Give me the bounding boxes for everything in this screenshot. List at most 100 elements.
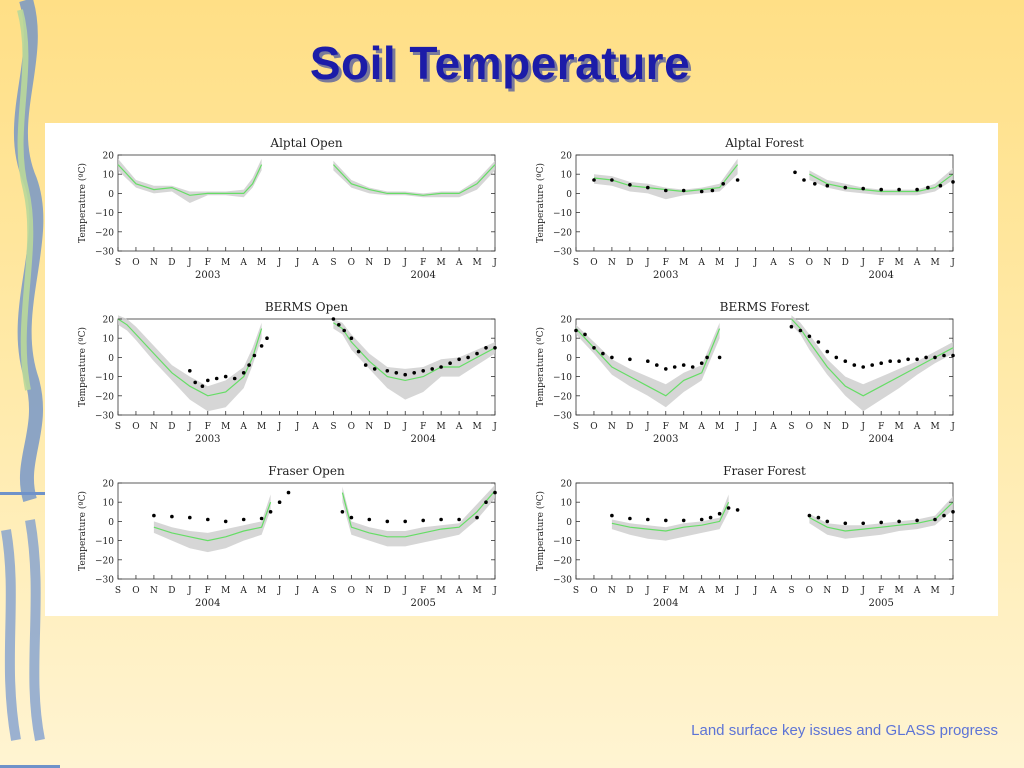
- x-tick-label: S: [330, 422, 336, 432]
- observed-point: [843, 185, 848, 190]
- x-tick-label: D: [384, 258, 391, 268]
- x-tick-label: M: [930, 422, 939, 432]
- x-tick-label: J: [753, 422, 758, 432]
- x-tick-label: O: [590, 258, 597, 268]
- observed-point: [793, 170, 797, 175]
- x-tick-label: M: [437, 422, 446, 432]
- x-tick-label: S: [115, 422, 121, 432]
- observed-point: [717, 511, 722, 516]
- observed-point: [610, 513, 614, 518]
- observed-point: [574, 328, 578, 333]
- slide-title: Soil Temperature: [309, 37, 691, 89]
- x-year-label: 2004: [868, 270, 893, 281]
- observed-point: [188, 515, 192, 520]
- x-tick-label: M: [437, 258, 446, 268]
- chart-alptal-open: Alptal Open 20 10 0 −10 −20 −30 Temperature (ºC…: [75, 131, 510, 291]
- x-tick-label: O: [806, 586, 813, 596]
- y-axis-label: Temperature (ºC): [77, 327, 88, 407]
- x-tick-label: O: [590, 422, 597, 432]
- spread-band: [342, 484, 495, 547]
- plot-frame: [117, 318, 496, 416]
- observed-point: [200, 384, 205, 388]
- chart-title: Fraser Open: [268, 464, 345, 478]
- y-tick-label: −30: [95, 412, 114, 422]
- x-tick-label: D: [842, 422, 849, 432]
- y-tick-label: −30: [553, 576, 572, 586]
- x-tick-label: D: [626, 422, 633, 432]
- x-tick-label: D: [626, 258, 633, 268]
- x-tick-label: A: [311, 586, 319, 596]
- y-tick-label: −20: [95, 228, 114, 238]
- observed-point: [717, 355, 722, 360]
- observed-point: [699, 361, 704, 365]
- spread-band: [333, 160, 495, 198]
- observed-point: [825, 519, 830, 524]
- chart-berms-open: BERMS Open 20 10 0 −10 −20 −30 Temperature (ºC)…: [75, 295, 510, 455]
- observed-point: [924, 355, 928, 360]
- model-line: [117, 164, 263, 196]
- x-year-label: 2003: [195, 434, 220, 445]
- observed-point: [394, 371, 399, 375]
- observed-point: [223, 374, 228, 379]
- observed-point: [466, 355, 470, 360]
- y-tick-label: −20: [95, 556, 114, 566]
- y-tick-label: −10: [553, 537, 572, 547]
- observed-point: [942, 353, 946, 358]
- observed-point: [816, 340, 821, 344]
- chart-fraser-open: Fraser Open 20 10 0 −10 −20 −30 Temperature (ºC…: [75, 459, 510, 619]
- observed-point: [926, 185, 930, 190]
- x-year-label: 2003: [653, 434, 678, 445]
- observed-point: [906, 357, 910, 362]
- x-tick-label: A: [913, 258, 921, 268]
- observed-point: [214, 376, 219, 381]
- chart-title: Fraser Forest: [723, 464, 806, 478]
- x-tick-label: M: [472, 422, 481, 432]
- x-tick-label: A: [239, 422, 247, 432]
- observed-point: [705, 355, 709, 360]
- observed-point: [861, 521, 865, 526]
- model-line: [575, 328, 721, 397]
- x-tick-label: J: [402, 422, 407, 432]
- observed-point: [834, 355, 839, 360]
- x-year-label: 2004: [410, 270, 435, 281]
- x-tick-label: S: [788, 422, 794, 432]
- observed-point: [342, 328, 347, 333]
- observed-point: [430, 367, 435, 371]
- x-tick-label: O: [348, 258, 355, 268]
- x-year-label: 2004: [195, 598, 220, 609]
- observed-point: [206, 517, 210, 522]
- x-tick-label: J: [187, 422, 192, 432]
- x-tick-label: J: [753, 586, 758, 596]
- observed-point: [721, 182, 725, 186]
- x-tick-label: A: [311, 258, 319, 268]
- observed-point: [897, 519, 901, 524]
- y-tick-label: −30: [553, 412, 572, 422]
- observed-point: [349, 336, 354, 340]
- observed-point: [457, 517, 461, 522]
- x-tick-label: M: [221, 586, 230, 596]
- observed-point: [807, 334, 812, 339]
- y-tick-label: −10: [95, 209, 114, 219]
- observed-point: [710, 188, 715, 193]
- y-tick-label: 0: [566, 354, 572, 364]
- observed-point: [681, 518, 686, 523]
- y-tick-label: 20: [561, 152, 573, 162]
- observed-point: [628, 357, 632, 362]
- x-tick-label: N: [823, 258, 831, 268]
- y-tick-label: −20: [553, 392, 572, 402]
- y-axis-label: Temperature (ºC): [535, 491, 546, 571]
- x-tick-label: F: [878, 258, 884, 268]
- y-axis-label: Temperature (ºC): [77, 163, 88, 243]
- x-year-label: 2005: [410, 598, 435, 609]
- x-tick-label: J: [860, 422, 865, 432]
- observed-point: [681, 363, 686, 367]
- observed-point: [843, 521, 848, 526]
- x-tick-label: J: [492, 258, 497, 268]
- y-axis-label: Temperature (ºC): [535, 327, 546, 407]
- observed-point: [193, 380, 197, 385]
- x-tick-label: D: [626, 586, 633, 596]
- x-tick-label: O: [348, 422, 355, 432]
- x-tick-label: O: [590, 586, 597, 596]
- observed-point: [915, 187, 919, 192]
- x-tick-label: J: [295, 586, 300, 596]
